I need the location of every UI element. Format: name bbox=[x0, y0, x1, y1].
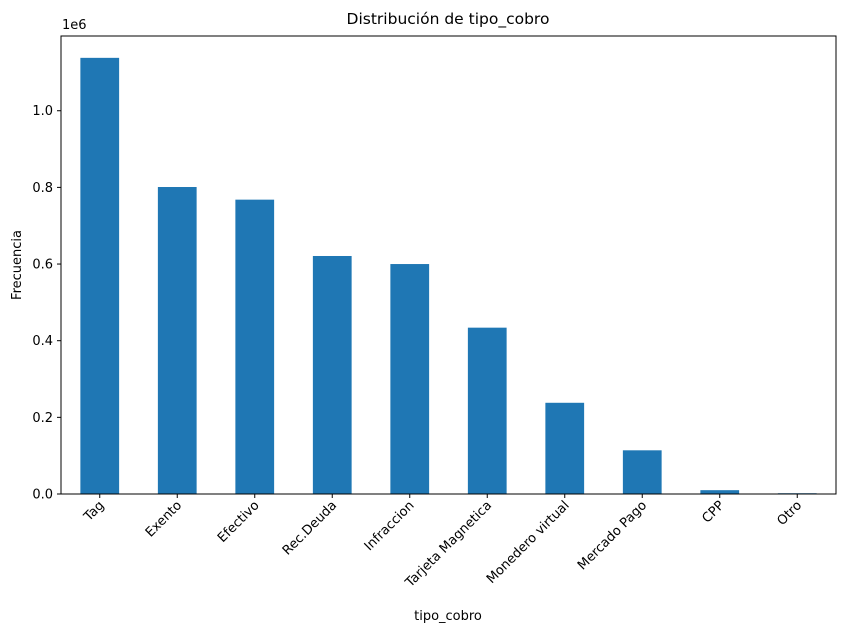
y-tick-label: 1.0 bbox=[32, 104, 53, 119]
x-axis-ticks: Tag Exento Efectivo Rec.Deuda InfraccionTarj… bbox=[81, 494, 805, 591]
x-tick-label: Rec.Deuda bbox=[280, 498, 340, 558]
y-axis-ticks: 0.0 0.2 0.4 0.6 0.8 1.0 bbox=[32, 104, 61, 503]
y-tick-label: 0.0 bbox=[32, 488, 53, 503]
y-axis-offset-label: 1e6 bbox=[62, 18, 87, 33]
x-tick-label: Otro bbox=[774, 498, 805, 529]
x-tick-label: CPP bbox=[699, 498, 727, 526]
bars bbox=[80, 57, 817, 495]
y-tick-label: 0.8 bbox=[32, 181, 53, 196]
x-tick-label: Mercado Pago bbox=[575, 498, 650, 573]
y-tick-label: 0.2 bbox=[32, 411, 53, 426]
chart-title: Distribución de tipo_cobro bbox=[347, 10, 550, 29]
x-tick-label: Exento bbox=[143, 498, 185, 540]
bar-monedero-virtual bbox=[545, 402, 585, 494]
bar-cpp bbox=[700, 490, 740, 494]
x-tick-label: Monedero virtual bbox=[484, 498, 573, 587]
x-tick-label: Efectivo bbox=[215, 498, 263, 546]
bar-rec-deuda bbox=[312, 255, 352, 494]
bar-mercado-pago bbox=[622, 450, 662, 494]
y-tick-label: 0.6 bbox=[32, 258, 53, 273]
bar-efectivo bbox=[235, 199, 275, 494]
plot-frame bbox=[60, 35, 837, 495]
bar-tarjeta-magnetica bbox=[467, 327, 507, 494]
x-tick-label: Tarjeta Magnetica bbox=[402, 498, 495, 591]
y-tick-label: 0.4 bbox=[32, 334, 53, 349]
bar-exento bbox=[157, 187, 197, 494]
x-axis-label: tipo_cobro bbox=[414, 609, 482, 624]
bar-infraccion bbox=[390, 264, 430, 494]
x-tick-label: Tag bbox=[81, 498, 108, 525]
x-tick-label: Infraccion bbox=[362, 498, 418, 554]
bar-tag bbox=[80, 57, 120, 495]
y-axis-label: Frecuencia bbox=[10, 230, 25, 300]
